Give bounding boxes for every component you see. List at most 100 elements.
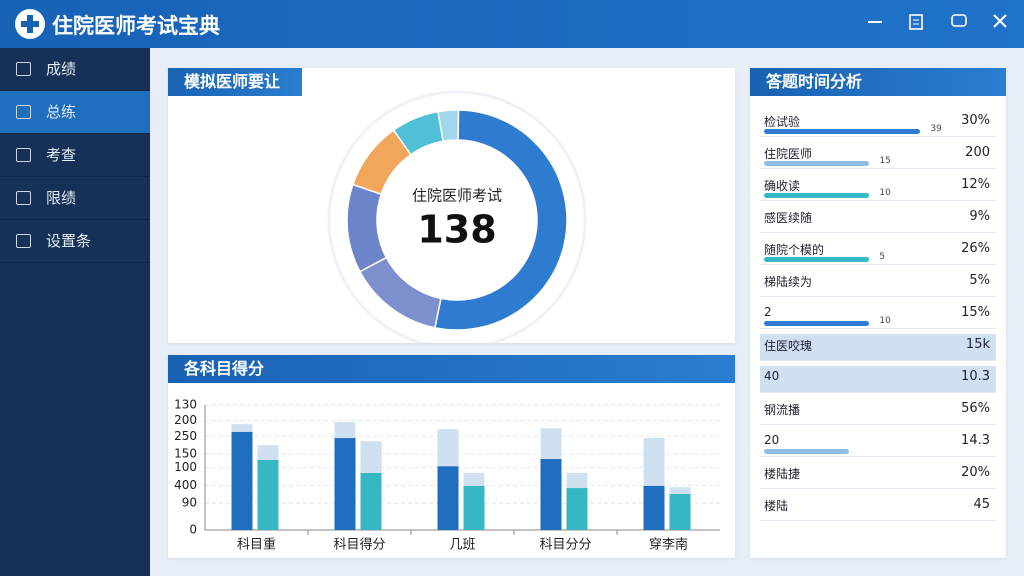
panel-title: 答题时间分析: [750, 68, 1006, 96]
time-row: 住院医师 200 15: [760, 142, 996, 169]
bar: [231, 431, 253, 530]
row-value: 20%: [961, 465, 990, 480]
nav-item[interactable]: 设置条: [0, 220, 150, 263]
y-tick-label: 250: [174, 429, 197, 443]
donut-segment: [392, 110, 444, 156]
nav-item[interactable]: 限绩: [0, 177, 150, 220]
bar: [669, 487, 691, 494]
header: 住院医师考试宝典: [0, 0, 1024, 48]
row-note: 10: [879, 316, 891, 326]
row-value: 10.3: [961, 369, 990, 384]
row-value: 56%: [961, 401, 990, 416]
center-label: 住院医师考试: [412, 187, 502, 205]
x-tick-label: 科目分分: [539, 538, 591, 553]
progress-bar: [764, 321, 870, 326]
window-controls[interactable]: [860, 0, 1010, 48]
bar: [437, 429, 459, 467]
nav-label: 总练: [46, 103, 77, 121]
donut-segment: [346, 183, 388, 273]
bar: [643, 438, 665, 486]
y-tick-label: 200: [174, 413, 197, 427]
row-value: 26%: [961, 241, 990, 256]
bar: [334, 438, 356, 530]
bar: [540, 428, 562, 460]
nav-label: 考查: [46, 146, 77, 164]
time-row: 40 10.3: [760, 366, 996, 393]
center-value: 138: [417, 208, 496, 252]
nav-icon: [16, 62, 31, 76]
progress-bar: [764, 161, 870, 166]
time-row: 检试验 30% 39: [760, 110, 996, 137]
row-label: 楼陆: [764, 499, 789, 513]
row-note: 5: [879, 252, 886, 262]
nav-item[interactable]: 考查: [0, 134, 150, 177]
time-row: 2 15% 10: [760, 302, 996, 329]
row-value: 15%: [961, 305, 990, 320]
row-note: 39: [930, 124, 942, 134]
row-note: 15: [879, 156, 891, 166]
time-row: 楼陆 45: [760, 494, 996, 521]
time-row: 随院个模的 26% 5: [760, 238, 996, 265]
donut-halo: [327, 90, 587, 343]
row-note: 10: [879, 188, 891, 198]
time-row: 感医续随 9%: [760, 206, 996, 233]
row-label: 楼陆捷: [764, 467, 801, 481]
donut-segment: [433, 109, 568, 331]
nav-item[interactable]: 成绩: [0, 48, 150, 91]
row-label: 住院医师: [764, 147, 813, 161]
bar: [437, 466, 459, 530]
row-label: 确收读: [764, 179, 801, 193]
progress-bar: [764, 193, 870, 198]
progress-bar: [764, 129, 921, 134]
time-row: 钢流播 56%: [760, 398, 996, 425]
nav-icon: [16, 234, 31, 248]
row-label: 40: [764, 369, 780, 383]
y-tick-label: 0: [189, 523, 197, 537]
x-tick-label: 科目得分: [333, 537, 385, 553]
donut-chart: 住院医师考试 138: [327, 90, 587, 343]
progress-bar: [764, 449, 849, 454]
bar: [463, 472, 485, 486]
sidebar: 成绩总练考查限绩设置条: [0, 48, 150, 576]
time-row: 住医咬瑰 15k: [760, 334, 996, 361]
row-label: 2: [764, 305, 772, 319]
row-label: 住医咬瑰: [764, 339, 813, 353]
y-tick-label: 400: [174, 478, 197, 492]
nav-icon: [16, 191, 31, 205]
y-tick-label: 130: [174, 398, 197, 412]
row-value: 14.3: [961, 433, 990, 448]
row-value: 5%: [969, 273, 990, 288]
bar: [360, 472, 382, 530]
nav-icon: [16, 105, 31, 119]
row-value: 12%: [961, 177, 990, 192]
app-title: 住院医师考试宝典: [52, 14, 220, 38]
bar: [231, 424, 253, 432]
donut-panel: 模拟医师要让 住院医师考试 138: [168, 68, 735, 343]
y-tick-label: 90: [182, 496, 197, 510]
bar: [540, 459, 562, 530]
row-value: 15k: [965, 337, 990, 352]
bar: [257, 459, 279, 530]
x-tick-label: 几班: [449, 538, 475, 553]
bar: [669, 493, 691, 530]
row-value: 45: [973, 497, 990, 512]
nav-item[interactable]: 总练: [0, 91, 150, 134]
time-row: 确收读 12% 10: [760, 174, 996, 201]
nav-label: 成绩: [46, 60, 77, 78]
row-label: 随院个模的: [764, 243, 825, 257]
bar: [334, 421, 356, 439]
bar: [566, 488, 588, 530]
bar: [643, 485, 665, 530]
row-label: 钢流播: [764, 403, 801, 417]
logo: [15, 9, 45, 39]
time-row: 楼陆捷 20%: [760, 462, 996, 489]
y-tick-label: 100: [174, 460, 197, 474]
row-value: 30%: [961, 113, 990, 128]
bar: [566, 472, 588, 489]
time-panel: 答题时间分析 检试验 30% 39 住院医师 200 15 确收读 12% 10 感医续随 9% 随院…: [750, 68, 1006, 558]
nav-label: 设置条: [46, 232, 92, 250]
bar: [257, 445, 279, 460]
nav-icon: [16, 148, 31, 162]
